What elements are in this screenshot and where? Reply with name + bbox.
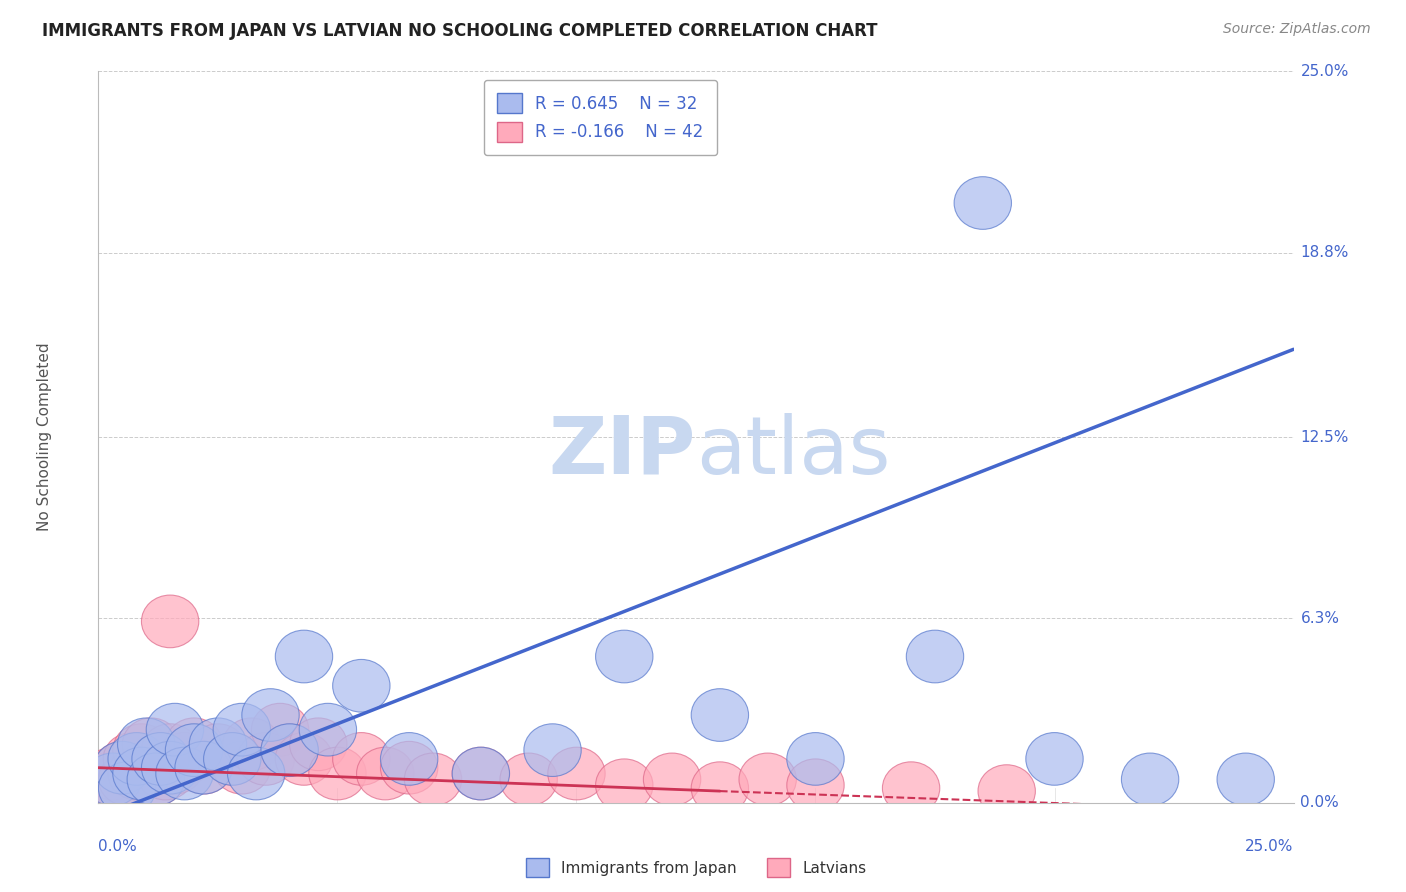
Ellipse shape [79,753,136,805]
Ellipse shape [127,753,184,805]
Ellipse shape [204,732,262,785]
Ellipse shape [405,753,461,805]
Text: 0.0%: 0.0% [1301,796,1339,810]
Text: Source: ZipAtlas.com: Source: ZipAtlas.com [1223,22,1371,37]
Ellipse shape [146,741,204,794]
Ellipse shape [89,762,146,814]
Text: 6.3%: 6.3% [1301,611,1340,626]
Ellipse shape [127,753,184,805]
Ellipse shape [740,753,796,805]
Ellipse shape [242,689,299,741]
Ellipse shape [190,723,246,776]
Ellipse shape [94,741,150,794]
Ellipse shape [156,747,214,800]
Ellipse shape [453,747,509,800]
Ellipse shape [98,753,156,805]
Ellipse shape [132,732,190,785]
Text: 0.0%: 0.0% [98,839,138,855]
Ellipse shape [238,732,294,785]
Ellipse shape [84,747,142,800]
Ellipse shape [118,741,174,794]
Ellipse shape [1218,753,1274,805]
Ellipse shape [262,723,318,776]
Ellipse shape [112,723,170,776]
Ellipse shape [94,741,150,794]
Ellipse shape [381,741,437,794]
Ellipse shape [883,762,939,814]
Ellipse shape [108,732,166,785]
Ellipse shape [84,753,142,805]
Ellipse shape [228,747,285,800]
Ellipse shape [142,741,198,794]
Text: ZIP: ZIP [548,413,696,491]
Ellipse shape [1122,753,1178,805]
Ellipse shape [1026,732,1083,785]
Ellipse shape [222,718,280,771]
Ellipse shape [166,718,222,771]
Ellipse shape [692,689,748,741]
Ellipse shape [309,747,366,800]
Ellipse shape [252,703,309,756]
Ellipse shape [174,741,232,794]
Ellipse shape [146,703,204,756]
Text: 12.5%: 12.5% [1301,430,1348,444]
Ellipse shape [132,732,190,785]
Ellipse shape [118,718,174,771]
Ellipse shape [214,703,270,756]
Ellipse shape [453,747,509,800]
Ellipse shape [548,747,605,800]
Ellipse shape [501,753,557,805]
Ellipse shape [112,747,170,800]
Ellipse shape [955,177,1011,229]
Ellipse shape [136,747,194,800]
Ellipse shape [108,747,166,800]
Ellipse shape [524,723,581,776]
Ellipse shape [103,732,160,785]
Text: atlas: atlas [696,413,890,491]
Text: IMMIGRANTS FROM JAPAN VS LATVIAN NO SCHOOLING COMPLETED CORRELATION CHART: IMMIGRANTS FROM JAPAN VS LATVIAN NO SCHO… [42,22,877,40]
Ellipse shape [98,762,156,814]
Ellipse shape [979,764,1035,817]
Ellipse shape [787,732,844,785]
Text: 18.8%: 18.8% [1301,245,1348,260]
Ellipse shape [122,718,180,771]
Ellipse shape [166,723,222,776]
Ellipse shape [381,732,437,785]
Ellipse shape [276,732,333,785]
Ellipse shape [596,630,652,683]
Ellipse shape [333,659,389,712]
Legend: Immigrants from Japan, Latvians: Immigrants from Japan, Latvians [520,852,872,883]
Ellipse shape [333,732,389,785]
Ellipse shape [142,723,198,776]
Ellipse shape [276,630,333,683]
Ellipse shape [644,753,700,805]
Ellipse shape [907,630,963,683]
Ellipse shape [290,718,347,771]
Ellipse shape [787,759,844,812]
Ellipse shape [156,732,214,785]
Ellipse shape [204,732,262,785]
Ellipse shape [142,595,198,648]
Text: No Schooling Completed: No Schooling Completed [37,343,52,532]
Ellipse shape [596,759,652,812]
Ellipse shape [299,703,357,756]
Ellipse shape [357,747,413,800]
Text: 25.0%: 25.0% [1246,839,1294,855]
Ellipse shape [174,741,232,794]
Ellipse shape [692,762,748,814]
Ellipse shape [214,741,270,794]
Ellipse shape [190,718,246,771]
Text: 25.0%: 25.0% [1301,64,1348,78]
Ellipse shape [262,723,318,776]
